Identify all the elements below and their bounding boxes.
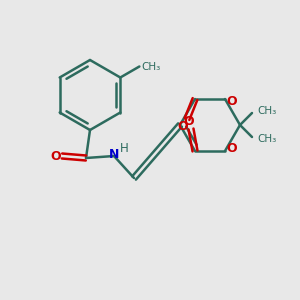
Text: N: N: [109, 148, 119, 161]
Text: O: O: [51, 149, 61, 163]
Text: O: O: [178, 119, 188, 133]
Text: CH₃: CH₃: [141, 61, 160, 71]
Text: O: O: [227, 142, 237, 155]
Text: CH₃: CH₃: [257, 106, 276, 116]
Text: CH₃: CH₃: [257, 134, 276, 144]
Text: O: O: [227, 94, 237, 107]
Text: O: O: [184, 116, 194, 128]
Text: H: H: [120, 142, 128, 154]
